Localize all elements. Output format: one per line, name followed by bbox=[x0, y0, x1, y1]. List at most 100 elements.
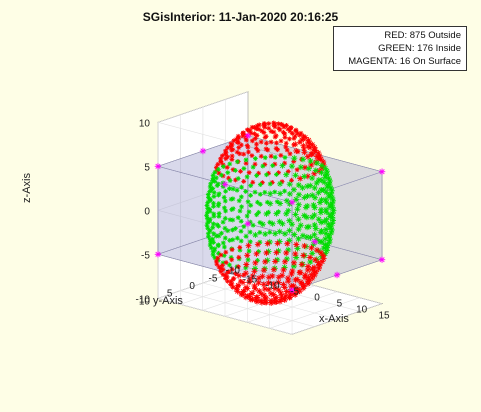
outside-point bbox=[263, 140, 269, 146]
inside-point bbox=[318, 169, 325, 176]
star-stroke bbox=[256, 275, 262, 281]
star-stroke bbox=[308, 234, 313, 240]
star-stroke bbox=[311, 232, 317, 238]
outside-point bbox=[223, 275, 228, 281]
inside-point bbox=[295, 226, 302, 233]
inside-point bbox=[247, 229, 253, 235]
star-stroke bbox=[240, 288, 246, 294]
star-stroke bbox=[207, 189, 212, 194]
star-stroke bbox=[222, 181, 228, 187]
outside-point bbox=[265, 280, 272, 287]
inside-point bbox=[295, 216, 302, 223]
outside-point bbox=[225, 145, 231, 151]
inside-point bbox=[237, 208, 243, 214]
star-stroke bbox=[312, 185, 318, 191]
star-stroke bbox=[218, 159, 223, 164]
inside-point bbox=[292, 211, 299, 218]
outside-point bbox=[268, 153, 274, 159]
star-stroke bbox=[214, 262, 219, 267]
star-stroke bbox=[312, 147, 318, 153]
star-stroke bbox=[231, 276, 236, 281]
inside-point bbox=[304, 202, 311, 209]
star-stroke bbox=[211, 221, 216, 226]
star-stroke bbox=[327, 236, 333, 242]
outside-point bbox=[252, 131, 257, 137]
star-stroke bbox=[240, 279, 246, 285]
inside-point bbox=[315, 216, 322, 223]
inside-point bbox=[318, 219, 325, 226]
outside-point bbox=[247, 128, 253, 134]
star-stroke bbox=[221, 220, 226, 225]
star-stroke bbox=[225, 270, 230, 275]
inside-point bbox=[222, 198, 228, 204]
inside-point bbox=[232, 167, 238, 173]
star-stroke bbox=[275, 199, 280, 204]
star-stroke bbox=[298, 164, 304, 170]
star-stroke bbox=[296, 192, 302, 198]
outside-point bbox=[237, 245, 243, 250]
outside-point bbox=[292, 276, 299, 283]
star-stroke bbox=[155, 163, 161, 169]
star-stroke bbox=[233, 226, 238, 231]
star-stroke bbox=[289, 199, 295, 205]
star-stroke bbox=[273, 250, 279, 256]
star-stroke bbox=[302, 272, 308, 278]
star-stroke bbox=[236, 134, 241, 139]
star-stroke bbox=[328, 224, 334, 230]
inside-point bbox=[257, 230, 263, 235]
outside-point bbox=[284, 147, 290, 153]
star-stroke bbox=[268, 181, 273, 186]
inside-point bbox=[239, 184, 244, 190]
outside-point bbox=[280, 266, 287, 273]
star-stroke bbox=[266, 280, 272, 286]
inside-point bbox=[241, 224, 247, 230]
outside-point bbox=[260, 267, 267, 274]
star-stroke bbox=[233, 168, 238, 173]
outside-point bbox=[292, 250, 299, 257]
inside-point bbox=[230, 206, 236, 212]
star-stroke bbox=[298, 222, 304, 228]
star-stroke bbox=[253, 190, 258, 195]
star-stroke bbox=[233, 285, 239, 291]
star-stroke bbox=[236, 215, 241, 220]
inside-point bbox=[311, 231, 318, 238]
star-stroke bbox=[239, 204, 244, 209]
inside-point bbox=[205, 200, 211, 205]
star-stroke bbox=[256, 288, 262, 294]
outside-point bbox=[284, 240, 291, 247]
outside-point bbox=[223, 249, 229, 255]
star-stroke bbox=[241, 179, 246, 184]
outside-point bbox=[252, 161, 258, 167]
star-stroke bbox=[235, 282, 241, 288]
outside-point bbox=[270, 266, 277, 273]
star-stroke bbox=[246, 257, 251, 262]
star-stroke bbox=[248, 183, 253, 188]
star-stroke bbox=[228, 282, 233, 287]
inside-point bbox=[318, 162, 325, 169]
star-stroke bbox=[270, 221, 276, 227]
star-stroke bbox=[214, 234, 219, 239]
inside-point bbox=[257, 201, 263, 207]
inside-point bbox=[291, 155, 298, 162]
star-stroke bbox=[305, 154, 311, 160]
star-stroke bbox=[308, 245, 314, 251]
star-stroke bbox=[285, 247, 291, 253]
star-stroke bbox=[251, 165, 256, 170]
outside-point bbox=[224, 164, 230, 170]
y-tick-label: 0 bbox=[189, 281, 195, 292]
star-stroke bbox=[305, 139, 311, 145]
inside-point bbox=[293, 254, 300, 261]
star-stroke bbox=[256, 280, 262, 286]
inside-point bbox=[318, 186, 325, 193]
star-stroke bbox=[291, 187, 297, 193]
star-stroke bbox=[236, 145, 241, 150]
outside-point bbox=[273, 249, 280, 256]
inside-point bbox=[277, 180, 284, 187]
star-stroke bbox=[245, 133, 251, 139]
z-tick-label: 5 bbox=[144, 162, 150, 173]
inside-point bbox=[239, 204, 244, 210]
inside-point bbox=[223, 188, 228, 194]
outside-point bbox=[308, 151, 315, 158]
star-stroke bbox=[205, 206, 210, 211]
